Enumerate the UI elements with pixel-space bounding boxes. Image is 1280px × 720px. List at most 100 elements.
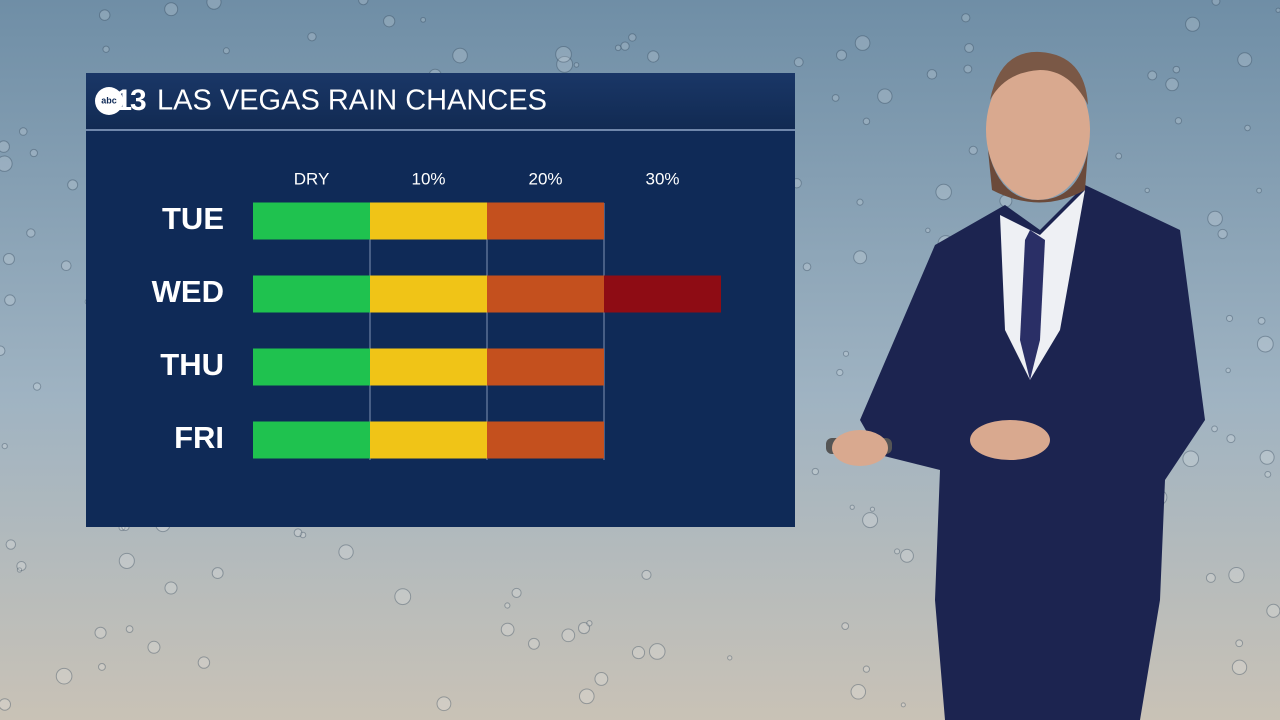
rain-drop [67,179,79,191]
rain-drop [5,539,17,550]
rain-drop [1185,16,1201,32]
bar [253,202,604,240]
bar-segment [604,275,721,313]
rain-drop [968,145,978,155]
rain-drop [594,672,609,686]
rain-drop [26,228,36,238]
category-label: WED [152,274,224,309]
bar-segment [487,348,604,386]
bar-segment [253,202,370,240]
bar-segment [253,348,370,386]
rain-drop [961,13,971,23]
presenter [826,51,1205,720]
rain-drop [0,155,13,172]
rain-drop [935,183,952,201]
rain-drop [211,567,224,580]
rain-drop [628,33,637,42]
rain-drop [394,588,412,606]
rain-drop [2,253,15,266]
rain-drop [1259,449,1275,465]
x-tick-label: 10% [411,169,445,188]
rain-drop [18,127,28,136]
rain-drop [555,45,572,63]
rain-drop [299,531,307,539]
rain-drop [1147,70,1158,81]
rain-drop [1225,367,1231,374]
rain-drop [436,696,452,712]
logo-channel: 13 [115,84,146,117]
rain-drop [16,560,27,572]
rain-drop [869,506,876,512]
bar [253,421,604,459]
rain-drop [854,35,871,51]
rain-drop [862,512,879,529]
rain-drop [1225,314,1234,322]
rain-drop [1231,659,1248,675]
rain-drop [164,2,179,17]
rain-drop [802,262,812,272]
rain-drop [125,625,134,633]
rain-drop [1266,603,1280,618]
rain-drop [1275,7,1280,13]
rain-drop [647,50,660,63]
bar-segment [370,275,487,313]
rain-drop [118,552,135,569]
rain-drop [900,548,914,563]
rain-drop [164,581,178,595]
rain-drop [94,626,107,639]
rain-drop [561,628,576,643]
rain-drop [0,698,12,711]
category-label: FRI [174,420,224,455]
rain-drop [222,47,230,55]
rain-drop [1211,0,1221,6]
category-label: TUE [162,201,224,236]
rain-drop [841,622,850,630]
rain-drop [836,49,848,61]
rain-drop [1115,152,1123,160]
rain-drop [29,148,38,158]
rain-drop [578,688,595,705]
bar-segment [487,275,604,313]
rain-drop [147,640,161,654]
rain-drop [614,44,622,52]
rain-drop [894,548,901,555]
rain-drop [0,345,6,357]
rain-drop [55,667,73,685]
rain-drop [452,47,468,64]
bar-segment [253,275,370,313]
rain-drop [831,94,840,102]
chart: DRY 10% 20% 30% TUE WED THU FRI [152,169,721,460]
rain-drop [577,622,591,635]
rain-drop [1205,572,1216,583]
rain-drop [4,294,16,306]
rain-drop [853,250,868,265]
rain-drop [849,504,855,510]
rain-drop [620,41,630,51]
rain-drop [32,382,42,391]
rain-drop [1257,316,1266,325]
rain-drop [1,443,8,450]
rain-drop [1174,117,1183,125]
rain-drop [60,260,72,271]
rain-drop [641,569,652,580]
rain-drop [964,43,974,53]
rain-drop [1237,52,1253,68]
rain-drop [1144,187,1150,194]
x-tick-label: 20% [528,169,562,188]
rain-drop [900,702,906,708]
rain-drop [1182,450,1200,468]
rain-drop [420,16,427,23]
rain-drop [383,15,396,28]
rain-drop [925,227,931,234]
rain-drop [842,350,850,357]
rain-drop [836,368,844,377]
rain-drop [1256,335,1274,353]
rain-drop [877,88,893,104]
rain-drop [98,662,106,671]
rain-drop [862,117,871,126]
rain-drop [511,587,522,598]
rain-drop [307,32,317,42]
rain-drop [856,198,864,206]
